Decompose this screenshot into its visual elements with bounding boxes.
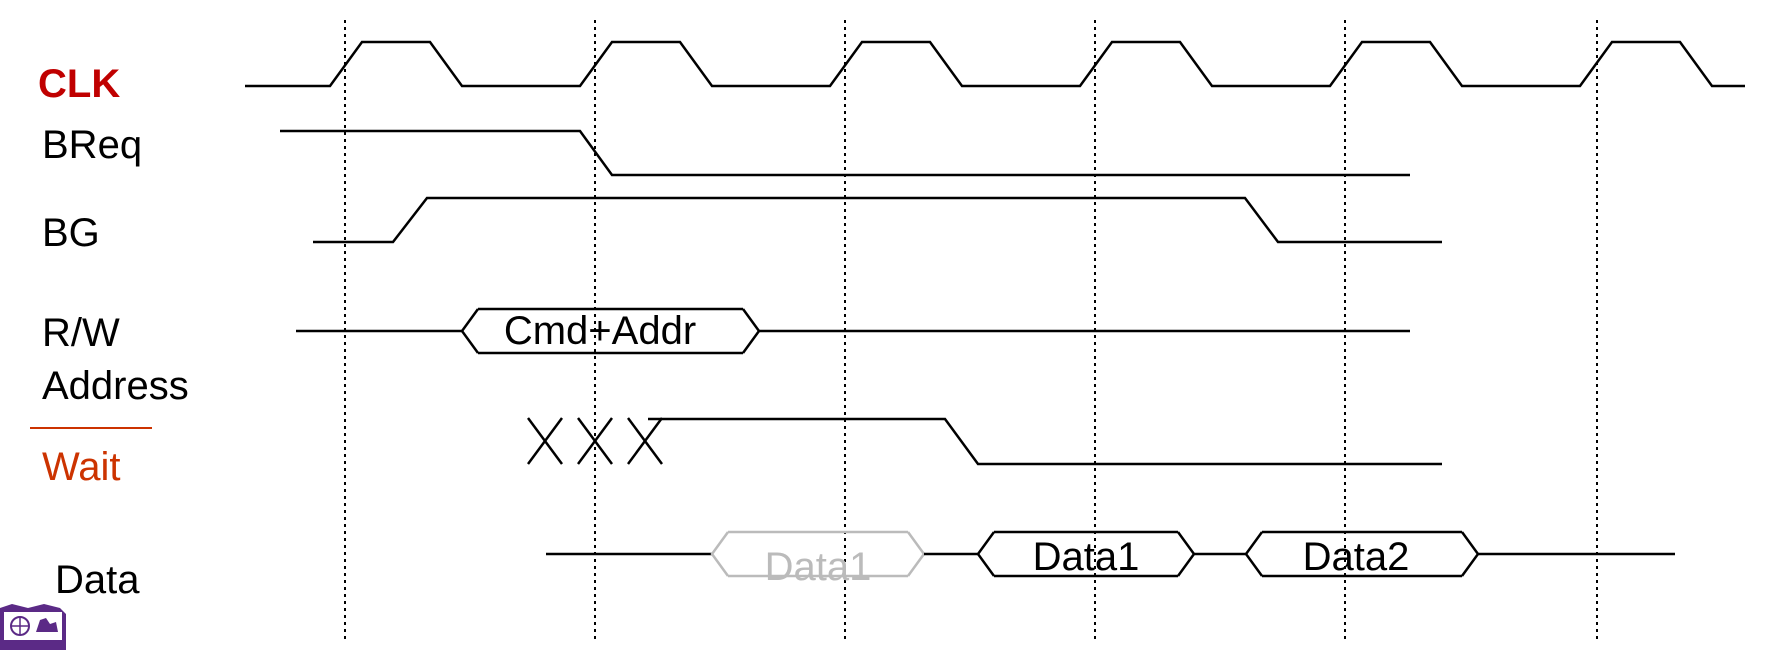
rw-address-waveform [296,307,1410,355]
clk-label: CLK [38,62,120,106]
wait-waveform [526,417,1442,466]
cmd-addr-value: Cmd+Addr [504,309,696,353]
clk-waveform [245,40,1745,88]
address-label: Address [42,364,189,408]
data-label: Data [55,558,140,602]
bg-label: BG [42,211,100,255]
data1-ghost-value: Data1 [765,545,872,589]
data2-value: Data2 [1303,535,1410,579]
bg-waveform [313,196,1442,244]
wait-label: Wait [42,445,121,489]
breq-waveform [280,129,1410,177]
university-crest-icon [0,604,66,650]
data1-ghost-cell [710,530,926,578]
data1-value: Data1 [1033,535,1140,579]
rw-label: R/W [42,311,120,355]
breq-label: BReq [42,123,142,167]
data-waveform [546,530,1675,578]
